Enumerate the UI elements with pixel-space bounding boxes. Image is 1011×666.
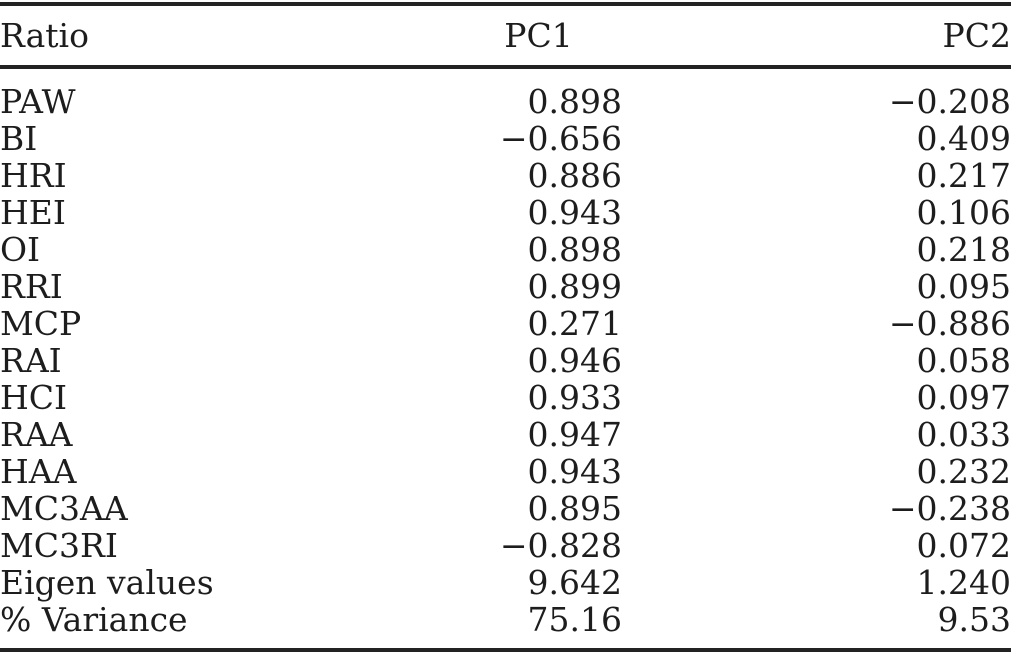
pc2-value-cell: −0.208 (888, 82, 1011, 122)
ratio-cell: HAA (0, 452, 77, 492)
pc2-value-cell: 0.218 (916, 230, 1011, 270)
column-header-pc1: PC1 (455, 4, 622, 69)
ratio-cell: RAA (0, 415, 73, 455)
pc1-value-cell: −0.656 (499, 119, 622, 159)
pc1-value-cell: 0.943 (527, 452, 622, 492)
ratio-cell: MC3RI (0, 526, 118, 566)
table-row: HRI 0.886 0.217 (0, 158, 1011, 195)
table-header: Ratio PC1 PC2 (0, 4, 1011, 69)
pca-loadings-table: Ratio PC1 PC2 PAW 0.898 −0.208 BI −0.656… (0, 2, 1011, 652)
table-row: RAI 0.946 0.058 (0, 343, 1011, 380)
pc2-value-cell: 0.095 (916, 267, 1011, 307)
table-row: % Variance 75.16 9.53 (0, 602, 1011, 650)
pc2-value-cell: 0.217 (916, 156, 1011, 196)
pc1-value-cell: 0.899 (527, 267, 622, 307)
table-row: Eigen values 9.642 1.240 (0, 565, 1011, 602)
ratio-cell: HRI (0, 156, 67, 196)
column-header-pc2: PC2 (622, 4, 1011, 69)
table-row: RAA 0.947 0.033 (0, 417, 1011, 454)
header-row: Ratio PC1 PC2 (0, 4, 1011, 69)
pc1-value-cell: 0.886 (527, 156, 622, 196)
pc2-value-cell: 0.409 (916, 119, 1011, 159)
table-row: HAA 0.943 0.232 (0, 454, 1011, 491)
pc1-value-cell: 0.946 (527, 341, 622, 381)
table-row: HEI 0.943 0.106 (0, 195, 1011, 232)
pc1-value-cell: 75.16 (527, 600, 622, 640)
pc1-value-cell: −0.828 (499, 526, 622, 566)
pc2-value-cell: 0.058 (916, 341, 1011, 381)
table-row: MC3RI −0.828 0.072 (0, 528, 1011, 565)
pc1-value-cell: 0.933 (527, 378, 622, 418)
table-row: PAW 0.898 −0.208 (0, 67, 1011, 121)
pc2-value-cell: 0.097 (916, 378, 1011, 418)
pc2-value-cell: 1.240 (916, 563, 1011, 603)
ratio-cell: BI (0, 119, 38, 159)
ratio-cell: HCI (0, 378, 68, 418)
pc1-value-cell: 9.642 (527, 563, 622, 603)
ratio-cell: Eigen values (0, 563, 214, 603)
ratio-cell: MCP (0, 304, 82, 344)
pc1-value-cell: 0.895 (527, 489, 622, 529)
pc1-value-cell: 0.947 (527, 415, 622, 455)
table-row: MCP 0.271 −0.886 (0, 306, 1011, 343)
table-row: HCI 0.933 0.097 (0, 380, 1011, 417)
pc1-value-cell: 0.898 (527, 230, 622, 270)
table-body: PAW 0.898 −0.208 BI −0.656 0.409 HRI 0.8… (0, 67, 1011, 650)
ratio-cell: HEI (0, 193, 66, 233)
pc2-value-cell: 0.106 (916, 193, 1011, 233)
pc1-value-cell: 0.271 (527, 304, 622, 344)
ratio-cell: % Variance (0, 600, 188, 640)
pc2-value-cell: 9.53 (937, 600, 1011, 640)
pc1-value-cell: 0.898 (527, 82, 622, 122)
pc1-value-cell: 0.943 (527, 193, 622, 233)
table-row: RRI 0.899 0.095 (0, 269, 1011, 306)
ratio-cell: RRI (0, 267, 63, 307)
ratio-cell: MC3AA (0, 489, 128, 529)
table-row: BI −0.656 0.409 (0, 121, 1011, 158)
column-header-ratio: Ratio (0, 4, 455, 69)
table-row: OI 0.898 0.218 (0, 232, 1011, 269)
pc2-value-cell: 0.072 (916, 526, 1011, 566)
pc2-value-cell: 0.033 (916, 415, 1011, 455)
pc2-value-cell: −0.238 (888, 489, 1011, 529)
ratio-cell: RAI (0, 341, 62, 381)
table-row: MC3AA 0.895 −0.238 (0, 491, 1011, 528)
pc2-value-cell: −0.886 (888, 304, 1011, 344)
pc2-value-cell: 0.232 (916, 452, 1011, 492)
ratio-cell: OI (0, 230, 41, 270)
ratio-cell: PAW (0, 82, 76, 122)
